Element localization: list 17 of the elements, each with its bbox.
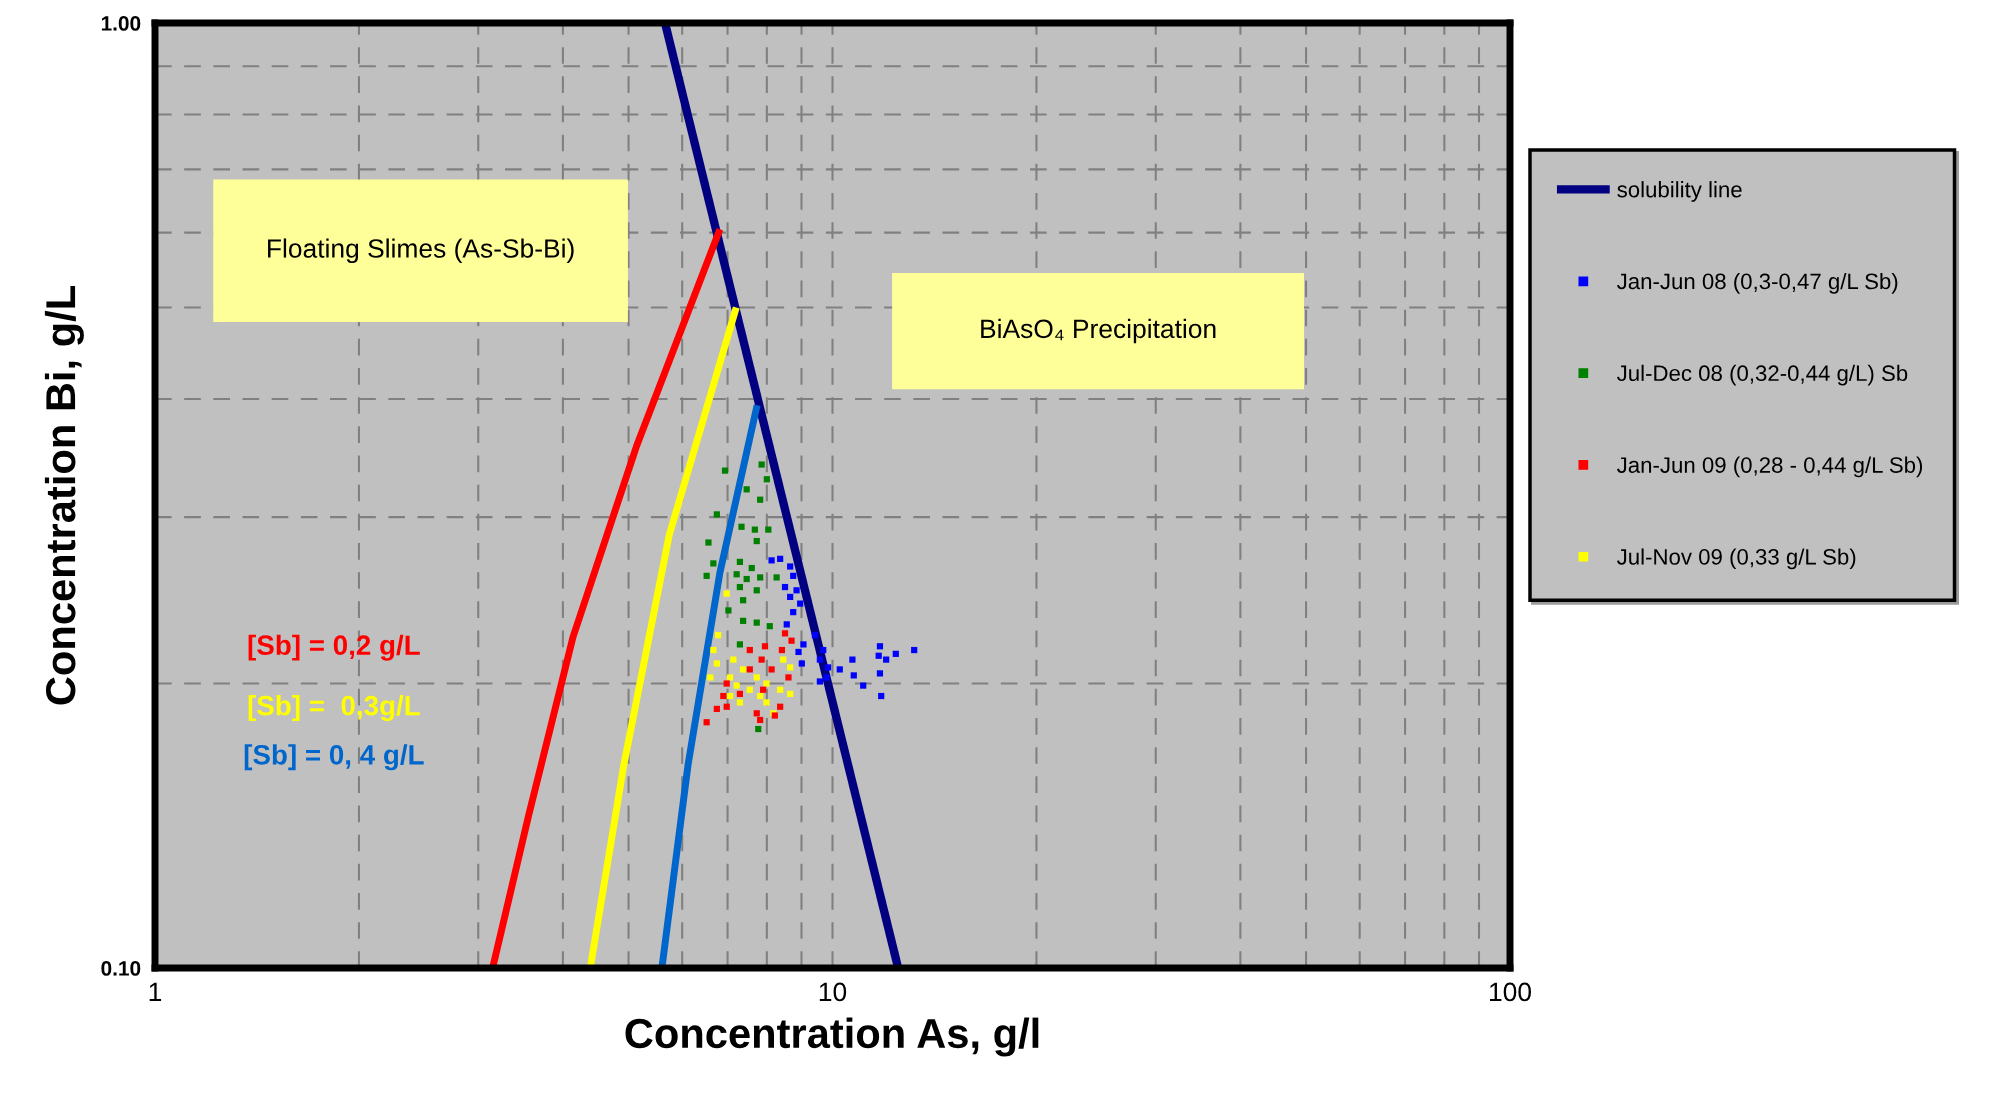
- text: [Sb] = 0,3g/L: [248, 695, 420, 722]
- annotation: Floating Slimes (As-Sb-Bi): [268, 238, 574, 264]
- legend-label: Jul-Dec 08 (0,32-0,44 g/L) Sb: [1617, 364, 1908, 386]
- y-tick-label: 0.10: [101, 961, 141, 976]
- y-axis-title: Concentration Bi, g/L: [44, 286, 84, 705]
- x-axis-title: Concentration As, g/l: [625, 1017, 1039, 1057]
- legend-label: Jul-Nov 09 (0,33 g/L Sb): [1617, 548, 1856, 570]
- text: [Sb] = 0, 4 g/L: [244, 744, 424, 771]
- text: [Sb] = 0,2 g/L: [248, 634, 420, 661]
- legend-label: solubility line: [1617, 181, 1742, 202]
- x-tick-label: 100: [1490, 982, 1531, 1002]
- y-tick-label: 1.00: [101, 16, 141, 31]
- annotation: BiAsO₄ Precipitation: [981, 318, 1216, 344]
- x-tick-label: 1: [149, 982, 162, 1002]
- legend-label: Jan-Jun 09 (0,28 - 0,44 g/L Sb): [1617, 456, 1923, 478]
- legend-label: Jan-Jun 08 (0,3-0,47 g/L Sb): [1617, 272, 1898, 294]
- x-tick-label: 10: [819, 982, 847, 1002]
